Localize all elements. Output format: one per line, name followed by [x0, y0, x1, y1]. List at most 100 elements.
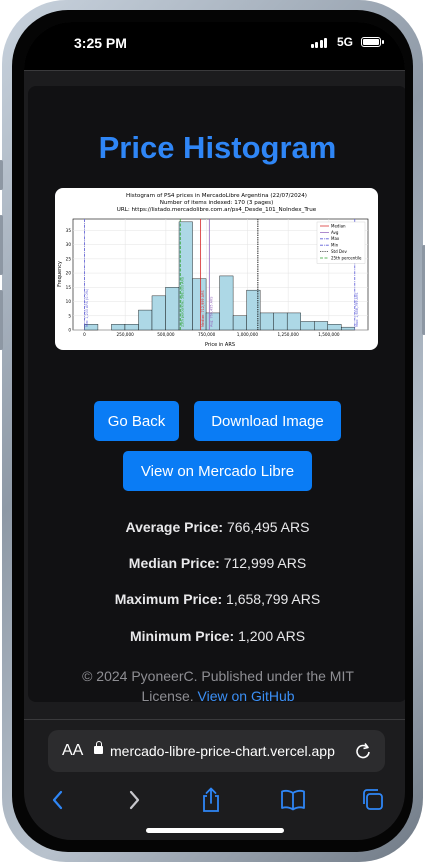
home-indicator: [146, 828, 284, 833]
minimum-price: Minimum Price: 1,200 ARS: [28, 628, 405, 644]
volume-up-button: [0, 215, 3, 275]
y-tick-label: 5: [68, 313, 71, 318]
histogram-bar: [259, 312, 274, 331]
legend-box: [316, 221, 366, 264]
y-tick-label: 30: [66, 242, 72, 247]
average-price: Average Price: 766,495 ARS: [28, 519, 405, 535]
x-tick-label: 250,000: [116, 332, 134, 337]
chart-bars: [84, 221, 355, 331]
maximum-price-value: 1,658,799 ARS: [226, 591, 321, 607]
status-time: 3:25 PM: [74, 35, 127, 51]
x-tick-label: 750,000: [198, 332, 216, 337]
browser-toolbar: [24, 782, 405, 822]
y-ticks: 0 5 10 15 20 25 30 35: [66, 228, 72, 333]
legend-entry: Std Dev: [331, 249, 347, 254]
volume-down-button: [0, 290, 3, 350]
github-link[interactable]: View on GitHub: [197, 688, 295, 704]
vline-label: Median: 712,999 ARS: [201, 291, 205, 327]
lock-icon: [94, 741, 103, 754]
x-tick-label: 1,000,000: [237, 332, 259, 337]
legend-entry: 25th percentile: [331, 255, 362, 260]
maximum-price: Maximum Price: 1,658,799 ARS: [28, 591, 405, 607]
average-price-value: 766,495 ARS: [226, 519, 310, 535]
url-text[interactable]: mercado-libre-price-chart.vercel.app: [110, 743, 335, 759]
network-label: 5G: [336, 35, 353, 49]
mute-switch: [0, 160, 3, 190]
median-price-value: 712,999 ARS: [223, 555, 307, 571]
y-tick-label: 15: [66, 285, 72, 290]
histogram-bar: [84, 324, 99, 331]
signal-icon: [310, 38, 327, 48]
average-price-label: Average Price:: [125, 519, 224, 535]
histogram-bar: [165, 287, 180, 331]
histogram-bar: [273, 312, 288, 331]
histogram-bar: [111, 324, 126, 331]
x-ticks: 0 250,000 500,000 750,000 1,000,000 1,250,000…: [83, 332, 340, 337]
histogram-bar: [219, 275, 234, 331]
vline-label: Avg: 766,495 ARS: [210, 297, 214, 327]
chart-title: Histogram of PS4 prices in MercadoLibre …: [126, 193, 307, 199]
histogram-bar: [138, 309, 153, 331]
tabs-icon[interactable]: [360, 786, 386, 819]
x-tick-label: 0: [83, 332, 86, 337]
screen: 3:25 PM 5G Price Histogram Histogram of …: [24, 22, 405, 840]
vline-label: 25th percentile: 588,000 ARS: [180, 277, 184, 327]
status-bar: 3:25 PM 5G: [24, 22, 405, 70]
back-arrow-icon[interactable]: [48, 786, 68, 819]
vline-label: Max: 1,658,799 ARS: [355, 293, 359, 327]
reload-icon[interactable]: [353, 741, 373, 766]
footer-text: © 2024 PyoneerC. Published under the MIT…: [82, 668, 354, 704]
y-tick-label: 35: [66, 228, 72, 233]
divider: [24, 70, 405, 71]
chart-vlines: Min: 1,200 ARS (0.0%) 25th percentile: 58…: [84, 219, 359, 330]
histogram-bar: [341, 326, 355, 331]
y-tick-label: 0: [68, 328, 71, 333]
power-button: [422, 245, 425, 335]
bookmarks-icon[interactable]: [279, 786, 307, 819]
y-tick-label: 10: [66, 299, 72, 304]
histogram-image: Histogram of PS4 prices in MercadoLibre …: [55, 188, 378, 350]
histogram-bar: [192, 278, 207, 331]
divider: [24, 719, 405, 720]
legend-entry: Max: [331, 236, 340, 241]
y-tick-label: 25: [66, 256, 72, 261]
x-tick-label: 1,500,000: [318, 332, 340, 337]
histogram-bar: [286, 312, 301, 331]
view-on-mercado-libre-button[interactable]: View on Mercado Libre: [123, 451, 312, 491]
x-tick-label: 1,250,000: [277, 332, 299, 337]
y-tick-label: 20: [66, 271, 72, 276]
battery-icon: [361, 37, 384, 47]
histogram-bar: [124, 324, 139, 331]
minimum-price-label: Minimum Price:: [129, 628, 235, 644]
histogram-bar: [327, 324, 342, 331]
legend-entry: Median: [331, 223, 346, 228]
x-axis-label: Price in ARS: [205, 342, 235, 348]
page-title: Price Histogram: [98, 130, 337, 165]
legend-entry: Avg: [331, 230, 339, 235]
content-card: Price Histogram Histogram of PS4 prices …: [28, 86, 405, 704]
median-price: Median Price: 712,999 ARS: [28, 555, 405, 571]
chart-subtitle-2: URL: https://listado.mercadolibre.com.ar…: [117, 207, 317, 213]
histogram-bar: [178, 221, 193, 331]
footer: © 2024 PyoneerC. Published under the MIT…: [58, 666, 378, 706]
histogram-bar: [232, 315, 247, 331]
histogram-bar: [300, 321, 315, 331]
vline-label: Min: 1,200 ARS (0.0%): [85, 288, 89, 327]
go-back-button[interactable]: Go Back: [94, 401, 179, 441]
histogram-bar: [314, 321, 328, 331]
maximum-price-label: Maximum Price:: [114, 591, 223, 607]
forward-arrow-icon[interactable]: [124, 786, 144, 819]
chart-subtitle-1: Number of items indexed: 170 (3 pages): [160, 200, 274, 206]
histogram-bar: [151, 295, 166, 331]
address-bar[interactable]: AA mercado-libre-price-chart.vercel.app: [48, 730, 385, 772]
dynamic-island: [146, 28, 282, 62]
median-price-label: Median Price:: [128, 555, 220, 571]
reader-aa-button[interactable]: AA: [62, 742, 84, 759]
share-icon[interactable]: [199, 786, 223, 819]
legend-entry: Min: [331, 243, 339, 248]
download-image-button[interactable]: Download Image: [194, 401, 341, 441]
minimum-price-value: 1,200 ARS: [238, 628, 306, 644]
x-tick-label: 500,000: [157, 332, 175, 337]
